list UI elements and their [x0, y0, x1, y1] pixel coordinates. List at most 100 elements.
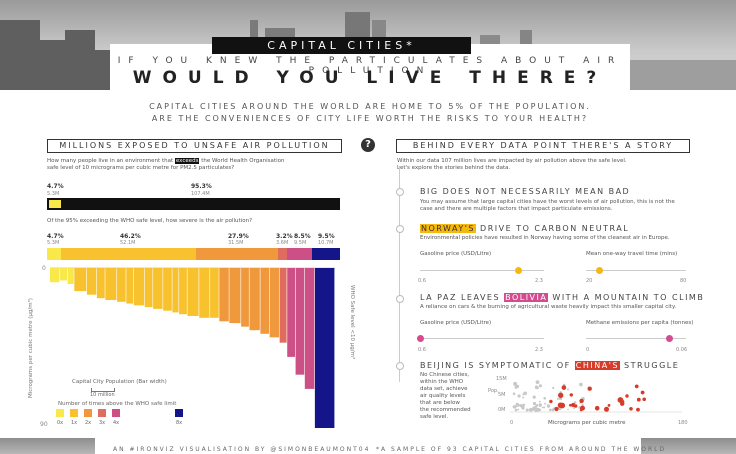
- severity-segment-3[interactable]: [277, 248, 288, 260]
- story-3-axis-1-max: 2.3: [535, 347, 543, 353]
- city-bar-16[interactable]: [199, 268, 210, 318]
- story-4-highlight: CHINA'S: [574, 361, 620, 370]
- scatter-point-china: [573, 404, 578, 408]
- severity-segment-2[interactable]: [196, 248, 278, 260]
- story-2-axis-2-min: 20: [586, 278, 593, 284]
- city-bar-6[interactable]: [105, 268, 117, 300]
- severity-segment-0[interactable]: [47, 248, 61, 260]
- scatter-point-other: [516, 384, 520, 388]
- scatter-point-other: [525, 408, 529, 412]
- color-legend-swatch-1x: [70, 409, 78, 417]
- color-legend-8x-swatch: [175, 409, 183, 417]
- story-4-line: that are below: [420, 400, 460, 406]
- bar2-pct-1: 46.2%: [120, 233, 141, 240]
- scatter-point-other: [538, 400, 541, 403]
- timeline-dot-2[interactable]: [396, 225, 404, 233]
- city-bar-0[interactable]: [50, 268, 60, 283]
- intro-text: CAPITAL CITIES AROUND THE WORLD ARE HOME…: [110, 101, 630, 125]
- bar2-pct-2: 27.9%: [228, 233, 249, 240]
- timeline-dot-1[interactable]: [396, 188, 404, 196]
- bar2-count-1: 52.1M: [120, 240, 136, 246]
- story-1-text-1: You may assume that large capital cities…: [420, 199, 675, 205]
- scatter-point-china: [569, 403, 572, 407]
- intro-line-1: CAPITAL CITIES AROUND THE WORLD ARE HOME…: [149, 102, 591, 111]
- city-bar-10[interactable]: [144, 268, 153, 308]
- city-bar-27[interactable]: [304, 268, 315, 389]
- scatter-point-other: [534, 407, 539, 412]
- scatter-point-other: [581, 403, 584, 406]
- color-legend-swatch-3x: [98, 409, 106, 417]
- city-bar-8[interactable]: [126, 268, 134, 304]
- story-3-title-post: WITH A MOUNTAIN TO CLIMB: [548, 293, 705, 302]
- scatter-point-china: [549, 399, 553, 404]
- city-bar-5[interactable]: [96, 268, 105, 299]
- story-intro-1: Within our data 107 million lives are im…: [397, 158, 627, 164]
- city-bar-13[interactable]: [172, 268, 179, 313]
- story-1-title: BIG DOES NOT NECESSARILY MEAN BAD: [420, 187, 631, 196]
- scatter-point-other: [573, 401, 577, 404]
- story-4-line: air quality levels: [420, 393, 466, 399]
- scatter-point-other: [535, 380, 540, 384]
- scatter-point-china: [636, 397, 641, 402]
- story-2-axis-2-max: 80: [680, 278, 687, 284]
- scatter-point-china: [642, 397, 646, 402]
- city-bar-12[interactable]: [163, 268, 172, 311]
- scatter-point-other: [567, 388, 569, 391]
- city-bar-2[interactable]: [67, 268, 74, 284]
- city-bar-11[interactable]: [153, 268, 163, 309]
- city-bar-7[interactable]: [117, 268, 126, 302]
- scatter-point-other: [551, 408, 554, 411]
- city-bar-20[interactable]: [241, 268, 249, 327]
- scatter-point-other: [532, 395, 536, 399]
- timeline-dot-4[interactable]: [396, 362, 404, 370]
- city-bar-3[interactable]: [74, 268, 87, 292]
- help-icon[interactable]: ?: [361, 138, 375, 152]
- city-bar-22[interactable]: [260, 268, 270, 334]
- scatter-point-china: [555, 407, 558, 410]
- timeline-dot-3[interactable]: [396, 295, 404, 303]
- scatter-point-china: [629, 407, 633, 411]
- city-bar-21[interactable]: [249, 268, 260, 331]
- color-legend-swatch-0x: [56, 409, 64, 417]
- story-3-title-pre: LA PAZ LEAVES: [420, 293, 505, 302]
- city-bar-28[interactable]: [314, 268, 335, 428]
- city-bar-4[interactable]: [86, 268, 97, 295]
- city-bar-24[interactable]: [279, 268, 287, 343]
- bar1-label-count-0: 5.3M: [47, 191, 60, 197]
- severity-segment-5[interactable]: [312, 248, 340, 260]
- story-4-line: the recommended: [420, 407, 471, 413]
- story-3-highlight: BOLIVIA: [504, 293, 549, 302]
- scatter-point-other: [543, 406, 546, 409]
- scatter-point-china: [604, 406, 609, 412]
- severity-segment-4[interactable]: [287, 248, 313, 260]
- city-bar-26[interactable]: [295, 268, 305, 375]
- story-intro-2: Let's explore the stories behind the dat…: [397, 165, 511, 171]
- scatter-point-other: [567, 408, 569, 411]
- city-bar-18[interactable]: [219, 268, 229, 322]
- city-bar-23[interactable]: [269, 268, 280, 338]
- scatter-point-other: [534, 405, 538, 408]
- city-bar-17[interactable]: [210, 268, 219, 318]
- city-bar-25[interactable]: [287, 268, 295, 357]
- scatter-point-other: [515, 408, 518, 411]
- scatter-point-china: [569, 393, 573, 397]
- scatter-point-other: [512, 392, 516, 396]
- story-2-text: Environmental policies have resulted in …: [420, 235, 670, 241]
- scatter-y-label: Pop.: [488, 388, 499, 394]
- city-bar-1[interactable]: [60, 268, 67, 281]
- scatter-point-china: [594, 405, 600, 411]
- city-bar-14[interactable]: [179, 268, 187, 315]
- story-3-metric-2: Methane emissions per capita (tonnes): [586, 320, 694, 326]
- scatter-point-china: [636, 407, 640, 412]
- safe-highlight: [49, 200, 61, 208]
- story-1-text-2: case and there are multiple factors that…: [420, 206, 613, 212]
- city-bar-9[interactable]: [133, 268, 145, 306]
- story-3-marker-1: [416, 335, 424, 342]
- city-bar-15[interactable]: [187, 268, 199, 316]
- scatter-point-other: [523, 391, 527, 396]
- city-bar-19[interactable]: [229, 268, 241, 324]
- scatter-point-other: [517, 394, 521, 398]
- severity-segment-1[interactable]: [60, 248, 197, 260]
- bar2-pct-4: 8.5%: [294, 233, 311, 240]
- story-4-line: No Chinese cities,: [420, 372, 470, 378]
